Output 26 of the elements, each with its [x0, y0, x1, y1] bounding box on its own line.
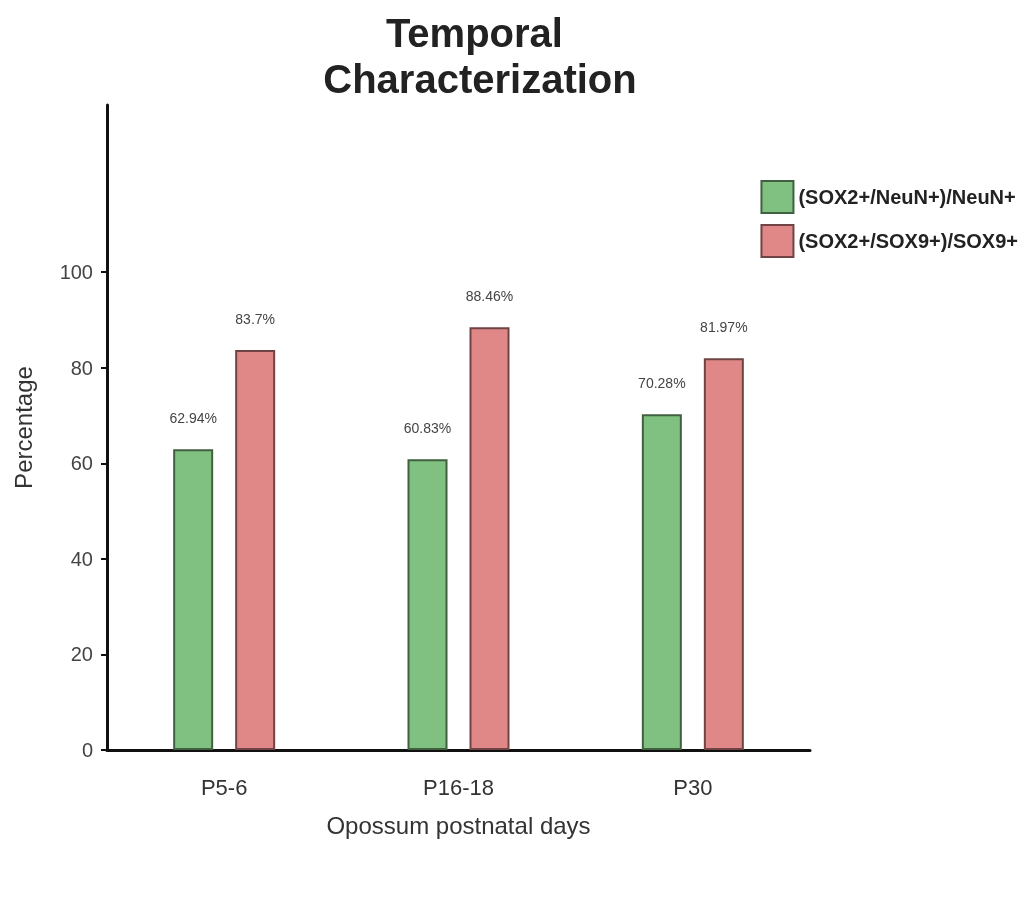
data-label: 81.97%: [700, 319, 748, 336]
x-axis-title: Opossum postnatal days: [326, 811, 591, 839]
x-tick-label: P5-6: [200, 774, 248, 800]
y-tick-label: 100: [59, 261, 93, 284]
data-label: 88.46%: [465, 288, 514, 305]
y-tick-label: 20: [70, 643, 93, 666]
y-tick-label: 80: [70, 356, 93, 379]
legend-label: (SOX2+/NeuN+)/NeuN+: [798, 186, 1016, 208]
bar: [173, 449, 214, 750]
bar: [703, 358, 744, 750]
y-tick-label: 0: [81, 739, 93, 761]
data-label: 70.28%: [638, 375, 686, 392]
y-tick-label: 60: [70, 452, 93, 475]
data-label: 62.94%: [169, 410, 217, 427]
x-tick-label: P30: [673, 774, 713, 800]
bar: [469, 327, 510, 750]
legend-label: (SOX2+/SOX9+)/SOX9+: [798, 230, 1019, 252]
data-label: 83.7%: [235, 311, 276, 328]
bar: [235, 350, 276, 750]
data-label: 60.83%: [403, 420, 452, 437]
bar: [641, 414, 682, 750]
bar: [407, 459, 448, 750]
y-tick-label: 40: [70, 547, 93, 570]
x-tick-label: P16-18: [423, 774, 494, 800]
chart-title: Temporal Characterization: [323, 11, 637, 101]
y-axis-title: Percentage: [9, 366, 37, 489]
